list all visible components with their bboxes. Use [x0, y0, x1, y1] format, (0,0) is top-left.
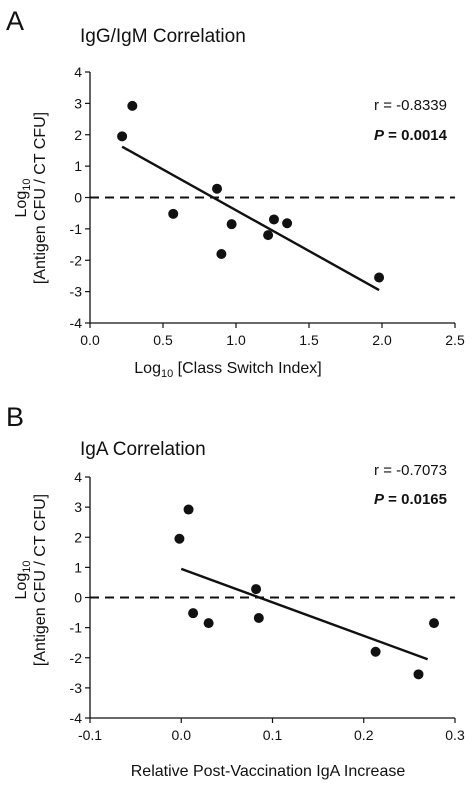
y-tick-label: 0 — [74, 590, 82, 606]
data-point — [226, 219, 237, 230]
panel-b-title: IgA Correlation — [80, 439, 206, 460]
y-tick-label: -4 — [70, 315, 83, 331]
x-tick-label: 2.5 — [445, 332, 465, 348]
x-tick-label: 1.5 — [299, 332, 319, 348]
panel-a-r-value: r = -0.8339 — [374, 97, 447, 114]
data-point — [253, 612, 264, 623]
y-tick-label: 3 — [74, 95, 82, 111]
x-tick-label: 0.5 — [153, 332, 173, 348]
panel-a-title: IgG/IgM Correlation — [80, 26, 246, 47]
svg-text:[Antigen CFU / CT CFU]: [Antigen CFU / CT CFU] — [32, 112, 49, 284]
regression-line — [121, 145, 380, 292]
y-tick-label: -1 — [70, 620, 83, 636]
y-tick-label: 2 — [74, 529, 82, 545]
x-tick-label: 1.0 — [226, 332, 246, 348]
data-point — [174, 533, 185, 544]
y-tick-label: -1 — [70, 221, 83, 237]
svg-text:[Antigen CFU / CT CFU]: [Antigen CFU / CT CFU] — [32, 494, 49, 666]
data-point — [429, 618, 440, 629]
y-tick-label: 1 — [74, 559, 82, 575]
panel-a-x-axis-label: Log10 [Class Switch Index] — [134, 360, 321, 380]
panel-b-marks — [90, 504, 455, 680]
panel-a: A IgG/IgM Correlation r = -0.8339 P = 0.… — [6, 6, 465, 380]
panel-b-x-axis-label: Relative Post-Vaccination IgA Increase — [131, 763, 406, 780]
y-tick-label: -2 — [70, 650, 83, 666]
panel-b-tick-labels: -4 -3 -2 -1 0 1 2 3 4 -0.1 0.0 0.1 0.2 0.3 — [70, 469, 465, 743]
data-point — [413, 669, 424, 680]
data-point — [168, 208, 179, 219]
data-point — [263, 230, 274, 241]
x-tick-label: 0.1 — [263, 727, 283, 743]
svg-text:Log10: Log10 — [13, 561, 33, 600]
data-point — [216, 248, 227, 259]
panel-a-p-value: P = 0.0014 — [374, 127, 448, 144]
data-point — [183, 504, 194, 515]
x-tick-label: -0.1 — [78, 727, 102, 743]
panel-b-y-axis-label: Log10 [Antigen CFU / CT CFU] — [13, 494, 49, 666]
panel-b-p-value: P = 0.0165 — [374, 491, 447, 508]
panel-a-y-axis-label: Log10 [Antigen CFU / CT CFU] — [13, 112, 49, 284]
data-point — [212, 183, 223, 194]
data-point — [188, 608, 199, 619]
panel-b-r-value: r = -0.7073 — [374, 462, 447, 479]
data-point — [117, 131, 128, 142]
x-tick-label: 2.0 — [372, 332, 392, 348]
data-point — [374, 272, 385, 283]
x-tick-label: 0.2 — [354, 727, 374, 743]
panel-a-letter: A — [6, 6, 24, 36]
y-tick-label: 3 — [74, 499, 82, 515]
y-tick-label: -4 — [70, 710, 83, 726]
y-tick-label: -2 — [70, 252, 83, 268]
data-point — [203, 618, 214, 629]
svg-text:Log10: Log10 — [13, 179, 33, 218]
y-tick-label: 2 — [74, 127, 82, 143]
y-tick-label: 1 — [74, 158, 82, 174]
x-tick-label: 0.0 — [172, 727, 192, 743]
x-tick-label: 0.0 — [80, 332, 100, 348]
data-point — [282, 218, 293, 229]
panel-a-tick-labels: -4 -3 -2 -1 0 1 2 3 4 0.0 0.5 1.0 1.5 2.0 2.5 — [70, 64, 465, 348]
y-tick-label: 4 — [74, 469, 82, 485]
data-point — [268, 214, 279, 225]
y-tick-label: -3 — [70, 284, 83, 300]
x-tick-label: 0.3 — [445, 727, 465, 743]
panel-b: B IgA Correlation r = -0.7073 P = 0.0165… — [6, 402, 465, 780]
data-point — [370, 646, 381, 657]
y-tick-label: -3 — [70, 680, 83, 696]
regression-line — [180, 567, 429, 661]
panel-b-letter: B — [6, 402, 24, 432]
panel-b-axes — [85, 476, 456, 723]
y-tick-label: 4 — [74, 64, 82, 80]
data-point — [127, 100, 138, 111]
y-tick-label: 0 — [74, 190, 82, 206]
panel-a-marks — [90, 100, 455, 292]
data-point — [251, 584, 262, 595]
